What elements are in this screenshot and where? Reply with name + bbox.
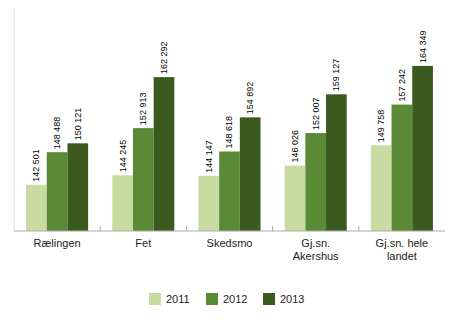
- bar: [285, 166, 306, 231]
- chart-container: 142 501 144 245 144 147 146 026 149 758 148 4…: [0, 0, 455, 321]
- bar: [198, 176, 219, 231]
- legend-label: 2012: [223, 293, 247, 305]
- bar: [371, 145, 392, 231]
- legend-swatch: [149, 293, 161, 305]
- data-label: 149 758: [376, 110, 386, 143]
- legend-swatch: [263, 293, 275, 305]
- bar: [326, 94, 347, 231]
- data-label: 144 147: [204, 140, 214, 173]
- legend-label: 2013: [280, 293, 304, 305]
- bar: [67, 143, 88, 231]
- data-label: 146 026: [290, 130, 300, 163]
- x-tick-label: Fet: [135, 237, 151, 249]
- x-tick-label: Gj.sn.Akershus: [293, 237, 339, 262]
- data-label: 142 501: [31, 149, 41, 182]
- data-label: 157 242: [397, 69, 407, 102]
- data-label: 152 913: [138, 93, 148, 126]
- bar: [392, 105, 413, 231]
- x-axis-line: [14, 231, 445, 232]
- x-tick-label: Gj.sn. helelandet: [376, 237, 429, 262]
- data-label: 148 488: [52, 117, 62, 150]
- data-label: 150 121: [73, 108, 83, 141]
- bar: [219, 151, 240, 231]
- data-label: 148 618: [225, 116, 235, 149]
- bar: [112, 175, 133, 231]
- group-separator: [186, 226, 187, 231]
- group-separator: [358, 226, 359, 231]
- data-label: 154 892: [245, 82, 255, 115]
- legend: 2011 2012 2013: [149, 293, 304, 305]
- data-label: 144 245: [118, 140, 128, 173]
- group-separator: [272, 226, 273, 231]
- x-tick-label: Rælingen: [34, 237, 81, 249]
- data-label: 152 007: [311, 98, 321, 131]
- group-separator: [100, 226, 101, 231]
- data-label: 159 127: [331, 59, 341, 92]
- legend-swatch: [206, 293, 218, 305]
- data-labels: 142 501 144 245 144 147 146 026 149 758 148 4…: [31, 30, 427, 181]
- data-label: 164 349: [418, 30, 428, 63]
- legend-label: 2011: [166, 293, 190, 305]
- bar: [240, 117, 261, 231]
- chart: 142 501 144 245 144 147 146 026 149 758 148 4…: [0, 0, 455, 321]
- bar: [305, 133, 326, 231]
- bar: [133, 128, 154, 231]
- bar: [47, 152, 68, 231]
- data-label: 162 292: [159, 42, 169, 75]
- bar: [412, 66, 433, 231]
- x-tick-label: Skedsmo: [207, 237, 253, 249]
- y-axis-line: [14, 8, 15, 231]
- bar: [26, 185, 47, 231]
- bars: [26, 66, 433, 231]
- bar: [154, 77, 175, 231]
